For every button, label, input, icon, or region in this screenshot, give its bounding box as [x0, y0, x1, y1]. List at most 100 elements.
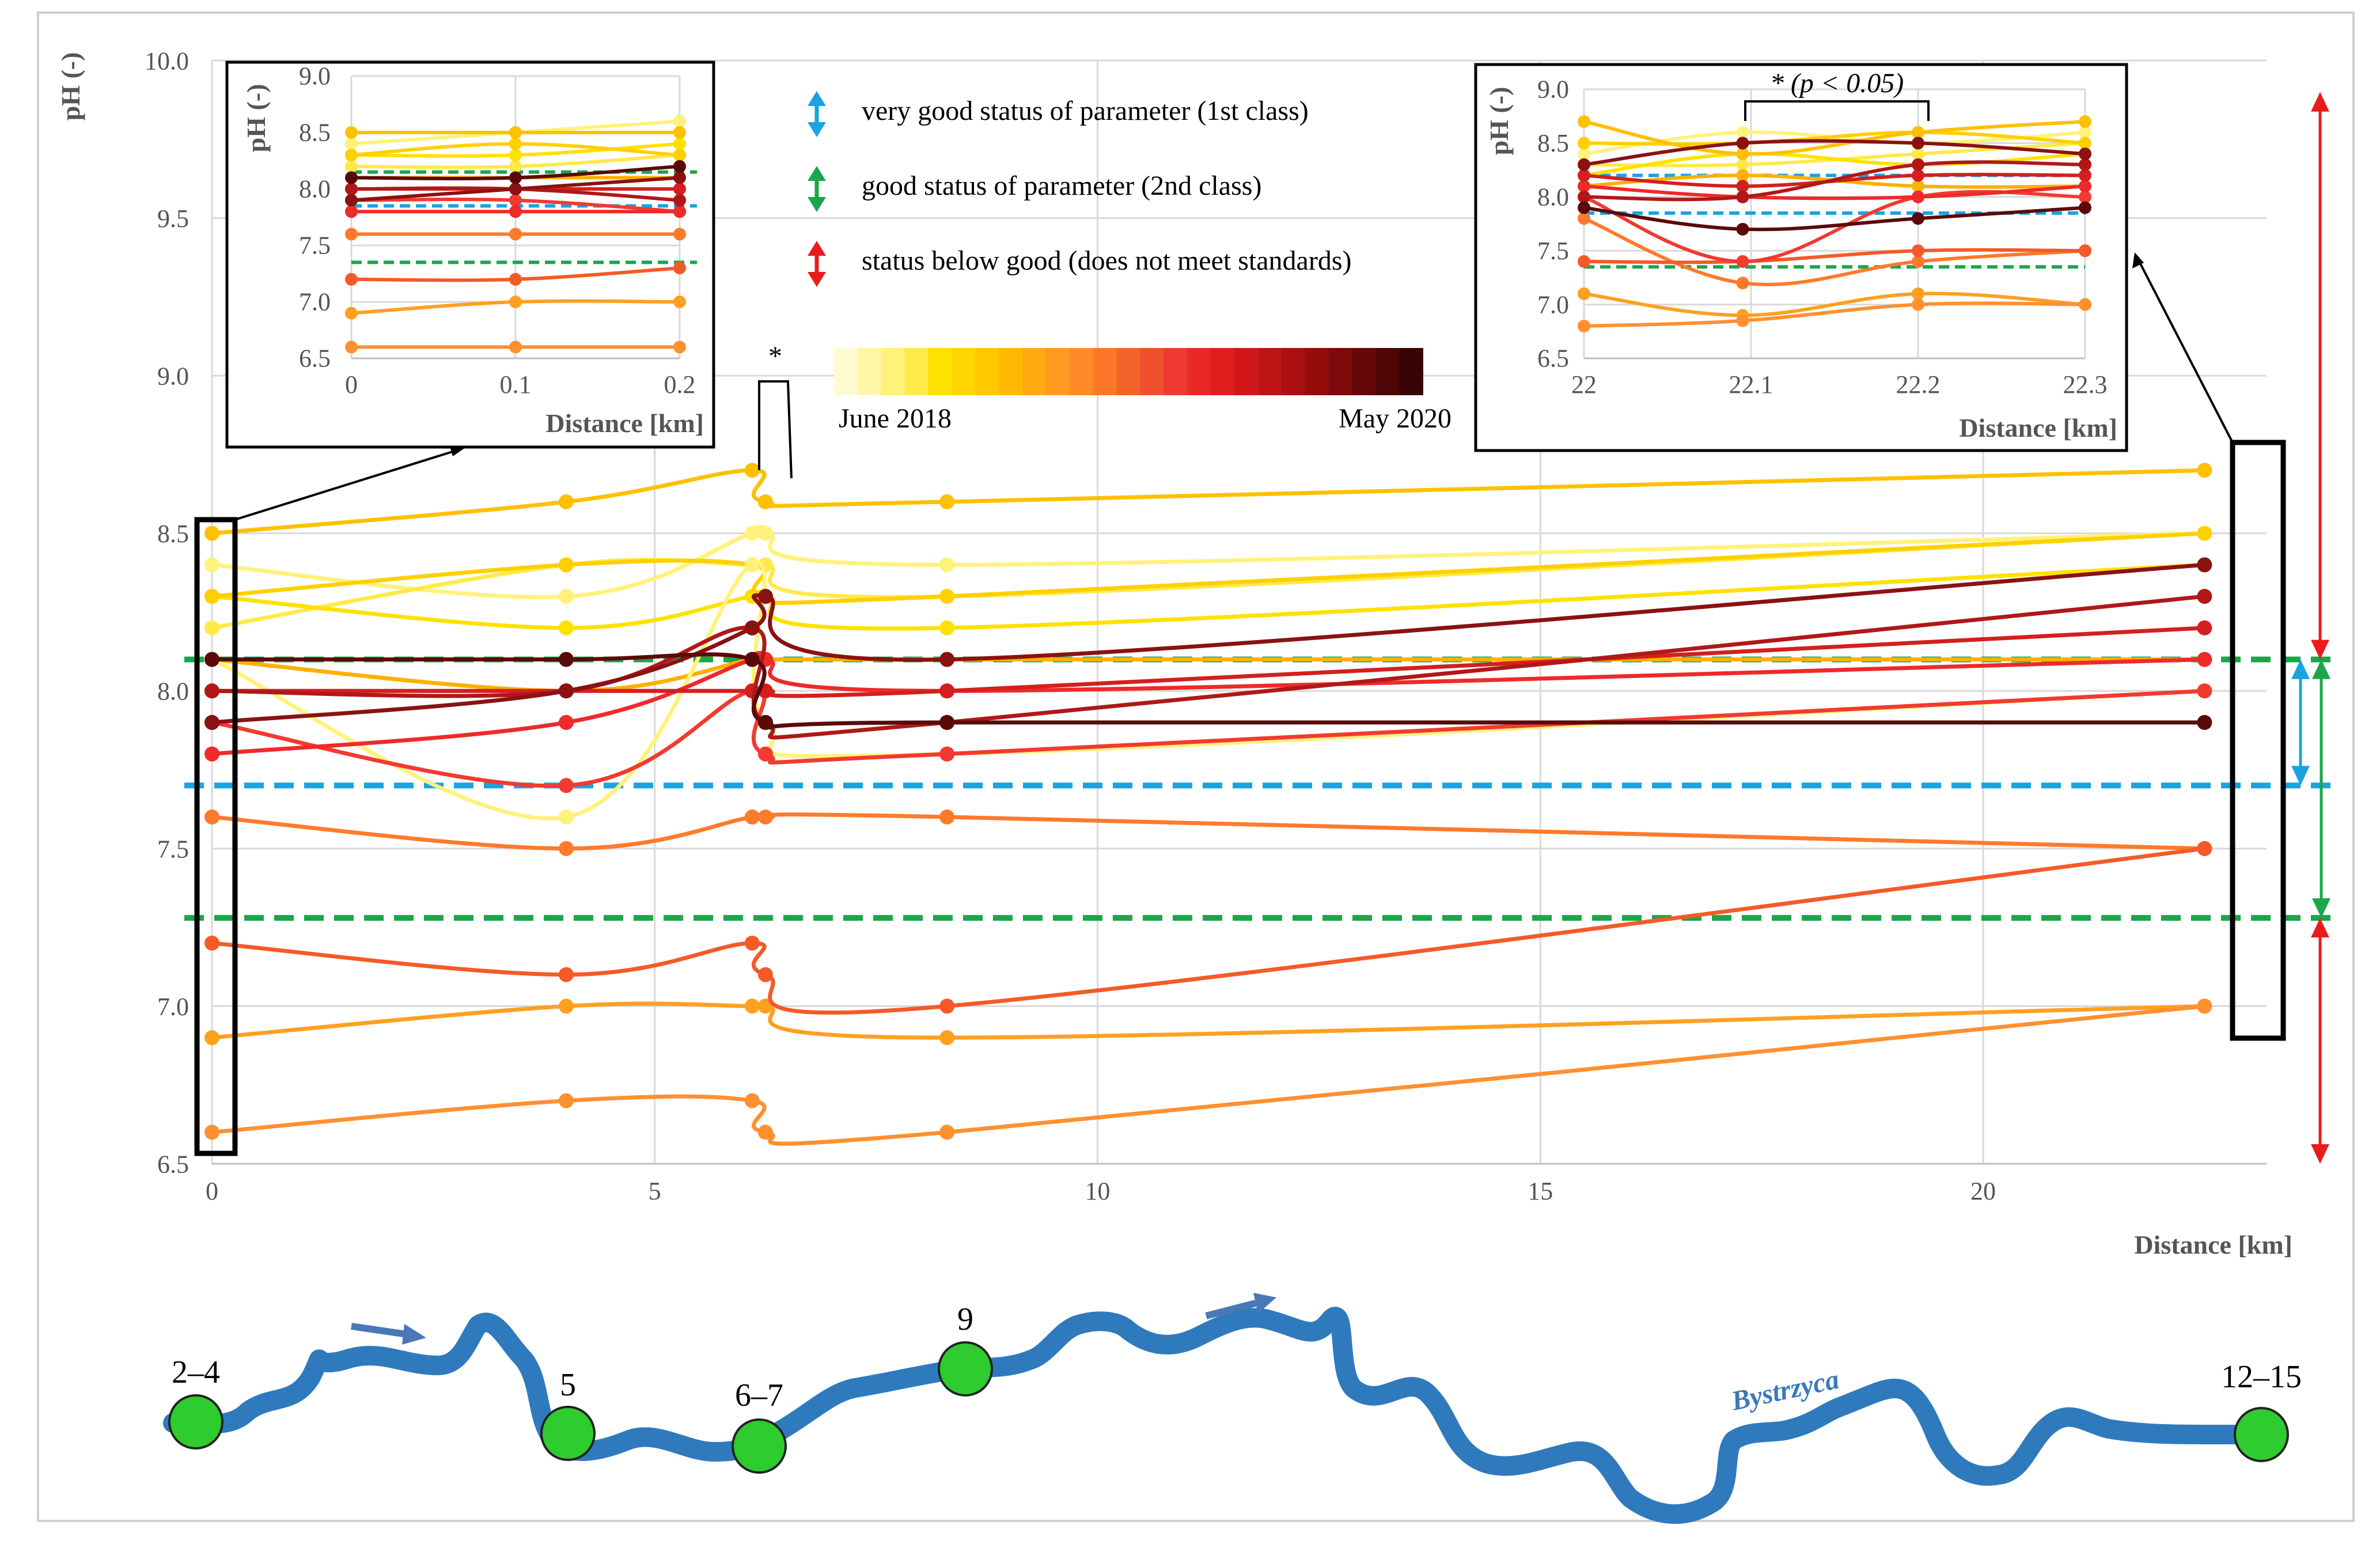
data-point: [2079, 201, 2091, 214]
data-point: [1912, 169, 1924, 182]
colorbar-start-label: June 2018: [839, 403, 952, 434]
data-point: [559, 967, 574, 982]
series-s10: [204, 809, 2212, 856]
data-point: [744, 620, 760, 635]
inset-left-thresholds: [351, 170, 697, 264]
data-point: [1578, 137, 1590, 150]
data-point: [204, 809, 219, 825]
y-tick-label: 8.0: [299, 175, 331, 203]
zoom-connector-right: [2137, 259, 2234, 443]
data-point: [744, 936, 760, 951]
data-point: [744, 998, 760, 1014]
data-point: [345, 205, 358, 218]
data-point: [2079, 244, 2091, 258]
series-line: [1583, 160, 2086, 202]
data-point: [559, 778, 574, 793]
colorbar-swatch: [1093, 348, 1117, 395]
series-s11: [204, 841, 2212, 1015]
data-point: [939, 620, 955, 635]
data-point: [1736, 314, 1749, 327]
y-tick-label: 8.5: [157, 520, 189, 548]
series-line: [212, 652, 2205, 730]
series-line: [211, 688, 2205, 788]
colorbar-swatch: [999, 348, 1024, 395]
legend-label-good: good status of parameter (2nd class): [862, 171, 1261, 201]
data-point: [757, 746, 773, 762]
data-point: [204, 557, 219, 573]
legend-arrows: [808, 91, 826, 287]
flow-arrow-1-head: [402, 1324, 426, 1345]
data-point: [1736, 190, 1749, 203]
status-range-arrow-head-top: [2312, 659, 2330, 679]
x-tick-label: 22.3: [2063, 370, 2108, 399]
data-point: [345, 137, 358, 150]
data-point: [939, 715, 955, 730]
data-point: [673, 194, 686, 207]
inset-left-frame: [225, 60, 715, 449]
data-point: [2197, 998, 2212, 1014]
series-line: [1583, 248, 2086, 264]
data-point: [204, 936, 219, 951]
series-s15: [1578, 158, 2091, 203]
y-tick-label: 7.0: [299, 288, 331, 316]
series-s13: [345, 205, 686, 218]
legend-arrow-head-top: [808, 241, 826, 256]
data-point: [673, 115, 686, 128]
site-marker-5: [540, 1406, 596, 1461]
data-point: [509, 205, 522, 218]
y-tick-label: 10.0: [145, 47, 189, 75]
x-tick-label: 0.2: [664, 370, 696, 399]
status-range-arrow-head-bottom: [2311, 639, 2329, 660]
data-point: [2197, 620, 2212, 635]
series-s11: [345, 262, 686, 286]
status-range-arrow-head-bottom: [2312, 898, 2330, 918]
data-point: [744, 557, 760, 573]
data-point: [204, 525, 219, 541]
data-point: [2197, 841, 2212, 856]
series-s8: [345, 296, 686, 320]
series-s4: [345, 137, 686, 162]
data-point: [204, 652, 219, 667]
data-point: [1736, 169, 1749, 182]
series-s9: [1578, 298, 2091, 332]
data-point: [1578, 147, 1590, 161]
data-point: [345, 183, 358, 195]
colorbar-swatch: [834, 348, 858, 395]
data-point: [939, 683, 955, 699]
colorbar-swatch: [1187, 348, 1212, 395]
data-point: [204, 589, 219, 604]
series-s5: [1578, 115, 2091, 161]
y-tick-label: 7.0: [157, 993, 189, 1021]
data-point: [559, 998, 574, 1014]
y-tick-label: 6.5: [299, 345, 331, 373]
data-point: [757, 525, 773, 541]
data-point: [1578, 115, 1590, 128]
site-label-12-15: 12–15: [2221, 1359, 2302, 1395]
data-point: [559, 809, 574, 825]
data-point: [1736, 147, 1749, 161]
data-point: [204, 620, 219, 635]
series-line: [211, 1001, 2205, 1040]
data-point: [673, 340, 686, 354]
data-point: [2079, 169, 2091, 182]
data-point: [1912, 212, 1924, 225]
data-point: [509, 228, 522, 241]
data-point: [939, 652, 955, 667]
colorbar-swatch: [1116, 348, 1141, 395]
data-point: [1578, 169, 1590, 182]
legend-label-very-good: very good status of parameter (1st class…: [862, 96, 1309, 126]
series-line: [211, 650, 2205, 756]
series-s17: [204, 652, 2212, 730]
data-point: [2197, 683, 2212, 699]
x-tick-label: 22.2: [1896, 370, 1941, 399]
data-point: [1912, 190, 1924, 203]
y-tick-label: 7.0: [1537, 290, 1569, 319]
data-point: [939, 998, 955, 1014]
data-point: [744, 463, 760, 478]
data-point: [939, 557, 955, 573]
y-tick-label: 7.5: [299, 232, 331, 260]
series-line: [211, 531, 2205, 630]
data-point: [1912, 147, 1924, 161]
y-tick-label: 6.5: [1537, 345, 1569, 373]
colorbar-swatch: [1281, 348, 1306, 395]
